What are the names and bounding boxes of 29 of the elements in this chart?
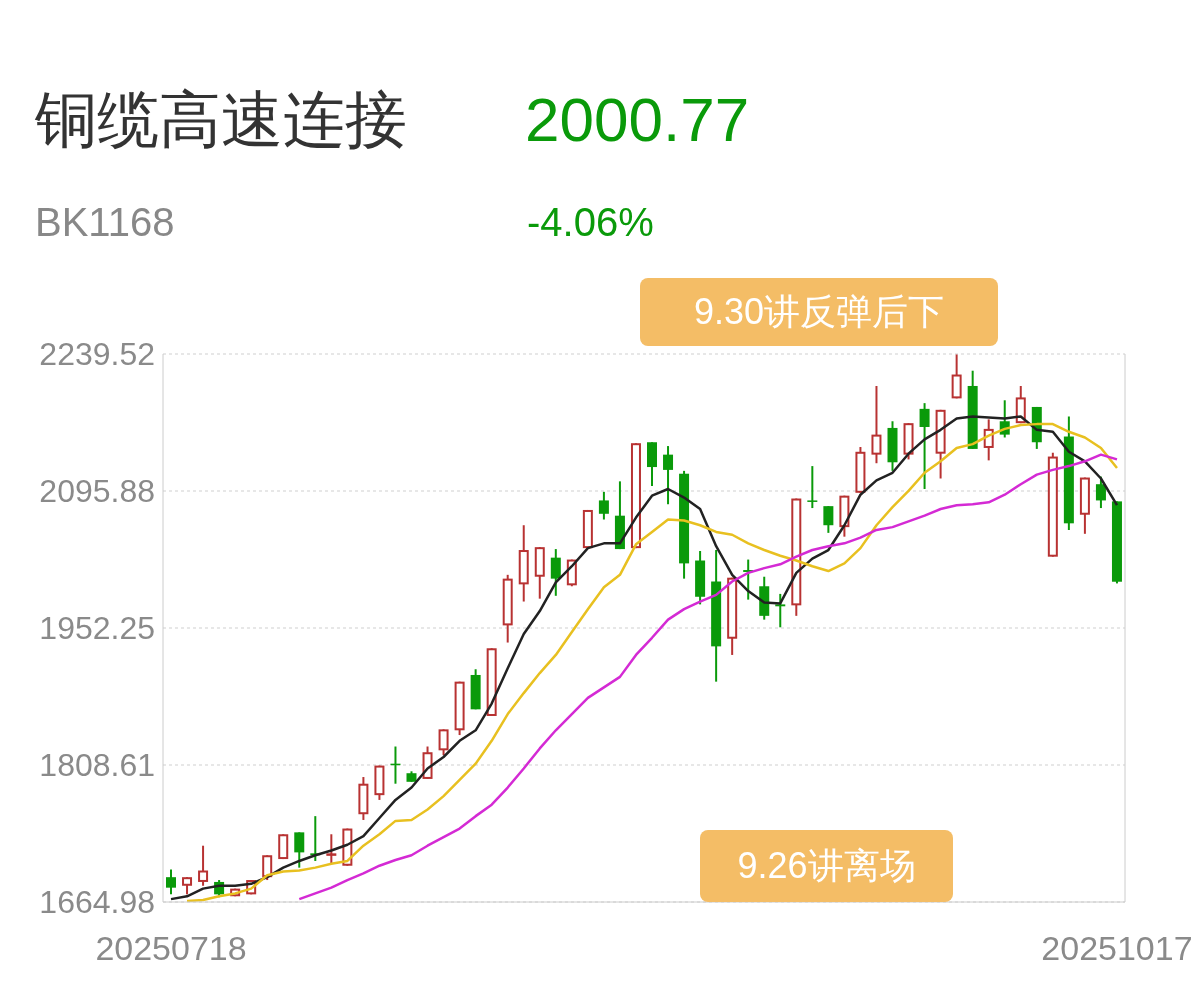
candlestick	[550, 548, 561, 597]
candlestick	[278, 833, 289, 861]
text: -4.06%	[527, 200, 654, 244]
line-series	[298, 453, 1119, 901]
y-tick-label: 2239.52	[39, 336, 155, 372]
text: 2000.77	[525, 85, 750, 154]
chart-title: 铜缆高速连接	[35, 85, 407, 154]
candlestick	[326, 833, 337, 865]
annotation: 9.26讲离场	[700, 830, 953, 902]
candlestick	[198, 844, 209, 887]
candlestick	[871, 384, 882, 465]
y-tick-label: 1952.25	[39, 610, 155, 646]
x-tick-label: 20250718	[95, 929, 247, 967]
candlestick	[262, 854, 273, 882]
candlestick	[823, 505, 834, 534]
candlestick	[807, 465, 818, 510]
candlestick	[919, 402, 930, 490]
x-tick-label: 20251017	[1041, 929, 1193, 967]
y-tick-label: 2095.88	[39, 473, 155, 509]
candlestick	[951, 354, 962, 400]
candlestick	[166, 868, 176, 896]
y-tick-label: 1808.61	[39, 747, 155, 783]
candlestick	[663, 445, 674, 506]
y-tick-label: 1664.98	[39, 884, 155, 920]
chart-subtitle: BK1168	[35, 200, 175, 244]
candlestick	[438, 728, 449, 757]
candlestick	[598, 490, 609, 521]
text: 9.30讲反弹后下	[640, 278, 998, 346]
candlestick	[294, 831, 305, 869]
